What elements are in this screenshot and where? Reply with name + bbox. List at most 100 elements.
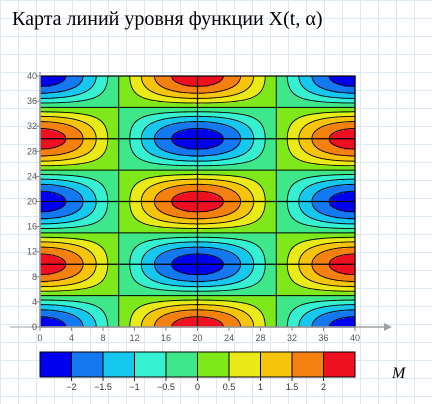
- contour-fill-cell: [91, 274, 107, 277]
- contour-fill-cell: [95, 193, 109, 196]
- contour-fill-cell: [276, 124, 292, 127]
- contour-fill-cell: [222, 324, 241, 327]
- contour-fill-cell: [240, 76, 255, 78]
- contour-fill-cell: [325, 151, 356, 154]
- contour-fill-cell: [136, 183, 156, 186]
- contour-fill-cell: [287, 197, 301, 200]
- contour-fill-cell: [118, 148, 132, 151]
- contour-fill-cell: [158, 83, 183, 86]
- contour-fill-cell: [143, 191, 161, 194]
- contour-fill-cell: [290, 278, 309, 280]
- contour-fill-cell: [240, 309, 260, 312]
- contour-fill-cell: [143, 129, 159, 132]
- contour-fill-cell: [40, 246, 49, 249]
- contour-fill-cell: [140, 284, 172, 287]
- contour-fill-cell: [251, 178, 277, 181]
- contour-fill-cell: [96, 324, 109, 327]
- contour-fill-cell: [293, 309, 314, 312]
- contour-fill-cell: [129, 324, 142, 327]
- contour-fill-cell: [340, 304, 356, 307]
- contour-fill-cell: [63, 259, 84, 262]
- contour-fill-cell: [222, 78, 241, 81]
- contour-fill-cell: [44, 299, 120, 302]
- contour-fill-cell: [276, 324, 288, 327]
- contour-fill-cell: [329, 77, 356, 80]
- contour-fill-cell: [79, 182, 101, 185]
- contour-fill-cell: [232, 306, 257, 309]
- contour-fill-cell: [156, 131, 180, 134]
- contour-fill-cell: [93, 254, 107, 257]
- contour-fill-cell: [54, 285, 95, 288]
- contour-fill-cell: [233, 86, 251, 88]
- contour-fill-cell: [276, 148, 290, 151]
- contour-fill-cell: [154, 136, 173, 139]
- y-tick-label: 28: [27, 146, 37, 156]
- contour-fill-cell: [58, 319, 82, 322]
- contour-fill-cell: [129, 319, 143, 322]
- contour-fill-cell: [276, 300, 321, 303]
- contour-fill-cell: [205, 246, 241, 249]
- contour-fill-cell: [254, 202, 266, 205]
- contour-fill-cell: [219, 320, 240, 323]
- contour-fill-cell: [276, 254, 290, 257]
- contour-fill-cell: [252, 205, 266, 208]
- contour-fill-cell: [221, 268, 241, 270]
- contour-fill-cell: [298, 221, 329, 224]
- contour-fill-cell: [260, 153, 277, 156]
- contour-fill-cell: [40, 138, 66, 141]
- contour-fill-cell: [154, 78, 173, 81]
- contour-fill-cell: [40, 324, 66, 327]
- contour-fill-cell: [40, 269, 63, 272]
- contour-fill-cell: [140, 77, 156, 80]
- contour-fill-cell: [317, 273, 345, 275]
- contour-fill-cell: [55, 209, 80, 211]
- contour-fill-cell: [247, 251, 265, 254]
- contour-fill-cell: [240, 265, 255, 268]
- contour-fill-cell: [118, 324, 131, 327]
- contour-fill-cell: [40, 123, 66, 126]
- contour-fill-cell: [307, 311, 331, 314]
- contour-fill-cell: [287, 205, 301, 208]
- contour-fill-cell: [132, 88, 150, 91]
- contour-fill-cell: [339, 271, 356, 274]
- contour-fill-cell: [154, 92, 191, 95]
- contour-fill-cell: [132, 276, 150, 279]
- contour-fill-cell: [118, 300, 164, 303]
- contour-fill-cell: [40, 143, 63, 146]
- contour-fill-cell: [238, 143, 254, 146]
- contour-fill-cell: [276, 255, 290, 258]
- contour-fill-cell: [40, 275, 74, 278]
- contour-fill-cell: [85, 91, 104, 93]
- contour-fill-cell: [265, 261, 277, 264]
- contour-fill-cell: [93, 318, 107, 321]
- contour-fill-cell: [40, 78, 66, 81]
- contour-fill-cell: [254, 284, 277, 287]
- contour-fill-cell: [299, 133, 314, 136]
- contour-fill-cell: [40, 103, 120, 106]
- contour-fill-cell: [150, 152, 173, 155]
- contour-fill-cell: [82, 77, 98, 80]
- contour-fill-cell: [247, 275, 265, 278]
- y-tick-label: 12: [27, 247, 37, 257]
- contour-fill-cell: [288, 275, 306, 278]
- contour-fill-cell: [58, 270, 82, 273]
- contour-fill-cell: [142, 195, 158, 198]
- contour-fill-cell: [276, 227, 351, 230]
- contour-fill-cell: [287, 140, 299, 142]
- contour-fill-cell: [276, 260, 288, 263]
- contour-fill-cell: [276, 305, 299, 308]
- contour-fill-cell: [202, 236, 277, 239]
- contour-fill-cell: [276, 274, 290, 277]
- contour-fill-cell: [262, 276, 277, 279]
- contour-fill-cell: [118, 157, 140, 160]
- contour-fill-cell: [276, 109, 356, 112]
- contour-fill-cell: [276, 222, 303, 225]
- contour-fill-cell: [301, 116, 342, 119]
- contour-fill-cell: [265, 78, 277, 81]
- contour-fill-cell: [265, 138, 277, 141]
- contour-fill-cell: [106, 275, 120, 278]
- contour-fill-cell: [107, 204, 120, 206]
- contour-fill-cell: [320, 283, 356, 285]
- contour-fill-cell: [240, 92, 260, 95]
- contour-fill-cell: [328, 117, 356, 120]
